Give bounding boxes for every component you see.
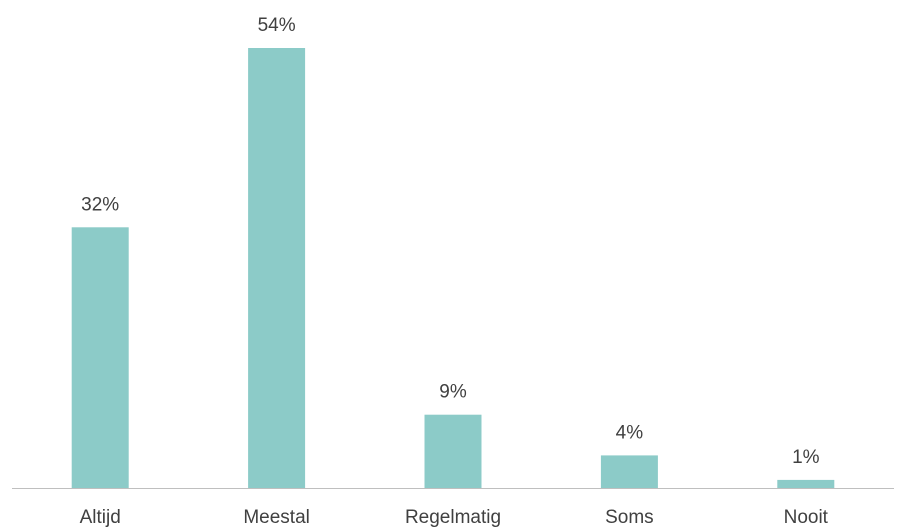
category-label-regelmatig: Regelmatig [405,507,501,528]
category-label-meestal: Meestal [243,507,310,528]
category-label-altijd: Altijd [80,507,121,528]
value-label-soms: 4% [616,422,644,443]
bar-soms [600,455,658,488]
value-label-meestal: 54% [258,15,296,36]
bar-nooit [777,479,835,488]
value-label-nooit: 1% [792,447,820,468]
bar-meestal [248,48,306,488]
value-label-altijd: 32% [81,194,119,215]
bar-regelmatig [424,414,482,488]
bars-group [71,48,835,489]
category-labels-group: Altijd Meestal Regelmatig Soms Nooit [80,507,829,528]
category-label-nooit: Nooit [784,507,829,528]
value-labels-group: 32% 54% 9% 4% 1% [81,15,819,468]
bar-altijd [71,227,129,489]
value-label-regelmatig: 9% [439,382,467,403]
category-label-soms: Soms [605,507,654,528]
